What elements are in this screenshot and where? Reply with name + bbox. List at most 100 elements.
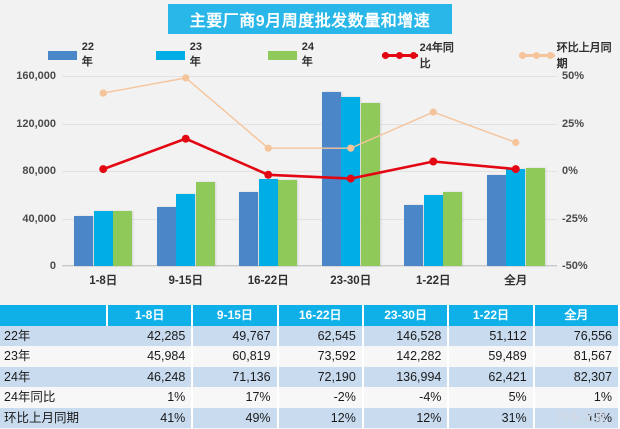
table-cell: 60,819 (192, 346, 279, 367)
legend-item-环比上月同期: 环比上月同期 (519, 39, 620, 71)
marker-24年同比-16-22日 (264, 170, 273, 179)
bar-22年-1-22日 (404, 205, 424, 266)
table-row: 24年 46,248 71,136 72,190 136,994 62,421 82,307 (0, 366, 620, 387)
table-row-label: 环比上月同期 (0, 407, 108, 428)
bar-22年-16-22日 (239, 191, 259, 266)
table-col-header-23-30日: 23-30日 (362, 305, 450, 326)
bar-24年-全月 (525, 168, 545, 266)
bar-23年-1-22日 (423, 195, 443, 266)
table-row: 23年 45,984 60,819 73,592 142,282 59,489 81,567 (0, 346, 620, 367)
y-tick-right: -25% (562, 212, 588, 225)
x-tick-9-15日: 9-15日 (168, 275, 204, 287)
table-cell: 62,421 (448, 366, 535, 387)
title-area: 主要厂商9月周度批发数量和增速 (0, 0, 620, 38)
table-cell: 146,528 (362, 325, 450, 346)
bar-24年-23-30日 (360, 103, 380, 266)
y-axis-left-labels: 0 40,000 80,000 120,000 160,000 (0, 70, 56, 272)
marker-环比上月同期-1-22日 (429, 108, 437, 116)
table-cell: 136,994 (362, 366, 450, 387)
table-cell: 1% (107, 387, 194, 408)
gridline (62, 123, 557, 125)
y-tick-right: 0% (562, 165, 578, 177)
legend-label: 23年 (189, 41, 202, 68)
line-24年同比 (102, 137, 516, 180)
x-tick-16-22日: 16-22日 (247, 275, 289, 287)
chart-plot-area (62, 74, 557, 267)
table-cell: 82,307 (533, 366, 620, 387)
table-cell: 62,545 (277, 325, 364, 346)
marker-24年同比-1-8日 (99, 165, 108, 174)
legend-item-23年: 23年 (156, 41, 212, 69)
legend-swatch-icon (156, 50, 185, 60)
legend-swatch-icon (48, 50, 77, 60)
legend-label: 24年同比 (419, 42, 454, 70)
table-cell: 46,248 (107, 366, 194, 387)
marker-环比上月同期-1-8日 (99, 89, 107, 97)
y-tick-left: 120,000 (16, 117, 56, 130)
x-tick-1-8日: 1-8日 (89, 275, 118, 287)
bar-24年-1-8日 (113, 211, 133, 266)
bar-23年-1-8日 (93, 211, 113, 266)
x-tick-全月: 全月 (504, 275, 528, 287)
y-tick-left: 40,000 (22, 212, 56, 225)
table-cell: 5% (448, 387, 535, 408)
legend-label: 24年 (301, 41, 315, 68)
table-cell: 71,136 (192, 366, 279, 387)
y-tick-left: 0 (49, 260, 56, 272)
gridline (62, 266, 557, 267)
bar-24年-1-22日 (443, 191, 463, 266)
marker-环比上月同期-23-30日 (347, 144, 355, 152)
table-row-label: 24年 (0, 366, 108, 387)
table-cell: 142,282 (362, 346, 450, 367)
gridline (62, 218, 557, 220)
table-cell: 15% (533, 407, 620, 428)
x-tick-1-22日: 1-22日 (415, 275, 451, 287)
page-title: 主要厂商9月周度批发数量和增速 (168, 4, 452, 34)
gridline (62, 171, 557, 172)
y-tick-right: -50% (562, 260, 588, 272)
bar-24年-9-15日 (195, 181, 215, 266)
bar-23年-16-22日 (258, 178, 278, 266)
y-axis-right-labels: -50% -25% 0% 25% 50% (562, 70, 618, 272)
y-tick-left: 80,000 (22, 165, 56, 177)
table-header-row: 1-8日 9-15日 16-22日 23-30日 1-22日 全月 (0, 305, 620, 326)
table-cell: 72,190 (277, 366, 364, 387)
marker-环比上月同期-16-22日 (264, 144, 272, 152)
bar-23年-9-15日 (176, 193, 196, 266)
legend-line-icon (382, 50, 419, 60)
table-row-label: 22年 (0, 325, 108, 346)
chart-legend: 22年 23年 24年 24年同比 环比上月同期 (0, 41, 620, 70)
table-col-header-1-22日: 1-22日 (448, 305, 535, 326)
marker-环比上月同期-9-15日 (182, 74, 190, 82)
table-cell: 1% (533, 387, 620, 408)
marker-24年同比-1-22日 (429, 157, 438, 166)
table-cell: -4% (362, 387, 450, 408)
table-col-header-16-22日: 16-22日 (277, 305, 364, 326)
y-tick-left: 160,000 (16, 70, 56, 82)
table-cell: 12% (277, 407, 364, 428)
marker-环比上月同期-全月 (512, 138, 520, 147)
table-row-label: 23年 (0, 346, 108, 367)
table-cell: 81,567 (533, 346, 620, 367)
table-cell: 45,984 (107, 346, 194, 367)
table-cell: 17% (192, 387, 279, 408)
bar-22年-1-8日 (74, 215, 94, 266)
marker-24年同比-9-15日 (181, 134, 190, 143)
data-table: 1-8日 9-15日 16-22日 23-30日 1-22日 全月 22年 42,285 49… (0, 305, 620, 428)
legend-label: 22年 (81, 41, 94, 68)
legend-item-24年: 24年 (268, 41, 324, 69)
y-tick-right: 50% (562, 70, 585, 82)
x-axis-labels: 1-8日 9-15日 16-22日 23-30日 1-22日 全月 (62, 272, 557, 294)
x-tick-23-30日: 23-30日 (330, 275, 372, 287)
line-环比上月同期 (103, 77, 516, 149)
legend-swatch-icon (268, 50, 297, 60)
table-cell: 76,556 (533, 325, 620, 346)
table-row: 24年同比 1% 17% -2% -4% 5% 1% (0, 387, 620, 408)
legend-label: 环比上月同期 (556, 42, 612, 70)
bar-23年-全月 (506, 169, 526, 266)
table-col-header-1-8日: 1-8日 (107, 305, 194, 326)
table-cell: 59,489 (448, 346, 535, 367)
table-cell: 12% (362, 407, 450, 428)
table-row-label: 24年同比 (0, 387, 108, 408)
table-cell: -2% (277, 387, 364, 408)
